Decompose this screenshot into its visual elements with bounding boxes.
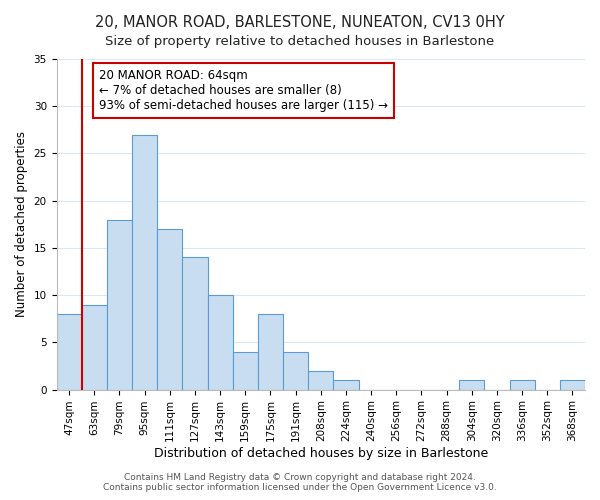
Bar [308, 370, 334, 390]
Bar [182, 258, 208, 390]
Text: 20 MANOR ROAD: 64sqm
← 7% of detached houses are smaller (8)
93% of semi-detache: 20 MANOR ROAD: 64sqm ← 7% of detached ho… [99, 69, 388, 112]
Bar [283, 352, 308, 390]
Bar [509, 380, 535, 390]
Text: Contains HM Land Registry data © Crown copyright and database right 2024.
Contai: Contains HM Land Registry data © Crown c… [103, 473, 497, 492]
Bar [132, 134, 157, 390]
Text: Size of property relative to detached houses in Barlestone: Size of property relative to detached ho… [106, 35, 494, 48]
X-axis label: Distribution of detached houses by size in Barlestone: Distribution of detached houses by size … [154, 447, 488, 460]
Bar [560, 380, 585, 390]
Bar [107, 220, 132, 390]
Bar [208, 295, 233, 390]
Text: 20, MANOR ROAD, BARLESTONE, NUNEATON, CV13 0HY: 20, MANOR ROAD, BARLESTONE, NUNEATON, CV… [95, 15, 505, 30]
Bar [56, 314, 82, 390]
Bar [258, 314, 283, 390]
Bar [233, 352, 258, 390]
Bar [157, 229, 182, 390]
Bar [459, 380, 484, 390]
Bar [82, 304, 107, 390]
Bar [334, 380, 359, 390]
Y-axis label: Number of detached properties: Number of detached properties [15, 132, 28, 318]
